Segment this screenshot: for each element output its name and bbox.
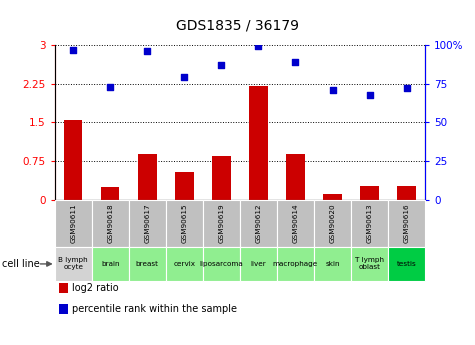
Text: GSM90615: GSM90615 [181, 204, 187, 243]
Text: cell line: cell line [2, 259, 40, 269]
Point [106, 84, 114, 90]
Point [69, 47, 77, 52]
Text: percentile rank within the sample: percentile rank within the sample [72, 304, 237, 314]
Text: GSM90617: GSM90617 [144, 204, 150, 243]
Bar [397, 186, 416, 200]
Bar [175, 171, 194, 200]
Text: GSM90620: GSM90620 [330, 204, 335, 243]
Bar [249, 86, 267, 200]
Bar [138, 154, 157, 200]
Bar [323, 194, 342, 200]
Text: GSM90619: GSM90619 [218, 204, 224, 243]
Point [403, 86, 410, 91]
Text: liposarcoma: liposarcoma [200, 261, 243, 267]
Bar [361, 186, 379, 200]
Text: macrophage: macrophage [273, 261, 318, 267]
Text: testis: testis [397, 261, 417, 267]
Text: cervix: cervix [173, 261, 195, 267]
Text: GSM90616: GSM90616 [404, 204, 409, 243]
Point [292, 59, 299, 65]
Text: GSM90618: GSM90618 [107, 204, 113, 243]
Text: log2 ratio: log2 ratio [72, 283, 118, 293]
Text: breast: breast [136, 261, 159, 267]
Point [255, 44, 262, 49]
Bar [212, 156, 231, 200]
Text: GSM90614: GSM90614 [293, 204, 298, 243]
Text: brain: brain [101, 261, 119, 267]
Text: GSM90612: GSM90612 [256, 204, 261, 243]
Text: GDS1835 / 36179: GDS1835 / 36179 [176, 19, 299, 33]
Point [329, 87, 336, 92]
Text: B lymph
ocyte: B lymph ocyte [58, 257, 88, 270]
Point [180, 75, 188, 80]
Point [218, 62, 225, 68]
Bar [286, 154, 305, 200]
Text: T lymph
oblast: T lymph oblast [355, 257, 384, 270]
Text: GSM90611: GSM90611 [70, 204, 76, 243]
Text: liver: liver [250, 261, 266, 267]
Text: skin: skin [325, 261, 340, 267]
Bar [64, 120, 83, 200]
Bar [101, 187, 120, 200]
Point [366, 92, 373, 97]
Text: GSM90613: GSM90613 [367, 204, 372, 243]
Point [143, 48, 151, 54]
